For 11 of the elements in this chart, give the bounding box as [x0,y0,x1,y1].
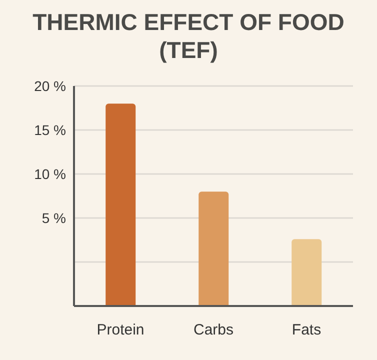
y-tick-label: 5 % [42,210,66,226]
chart-title: THERMIC EFFECT OF FOOD (TEF) [32,8,346,64]
bar [198,192,229,306]
x-tick-label: Carbs [193,322,234,339]
bar [106,104,136,306]
y-tick-label: 15 % [34,122,66,138]
y-tick-label: 20 % [34,78,66,94]
x-tick-label: Fats [292,322,322,339]
bar [292,239,322,306]
y-tick-label: 10 % [34,166,66,182]
x-tick-label: Protein [96,322,144,339]
